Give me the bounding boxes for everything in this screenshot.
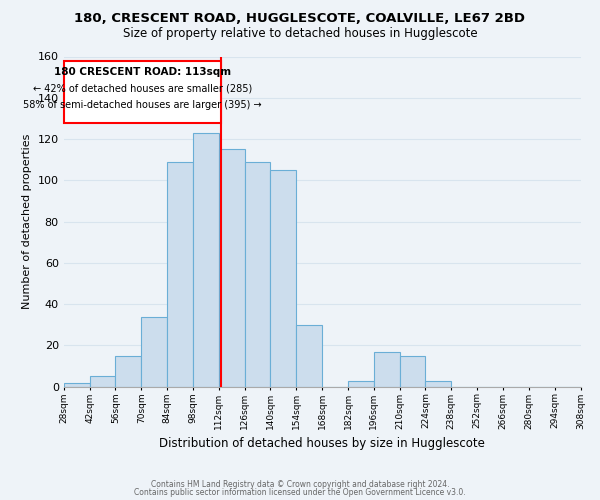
Bar: [193, 133, 219, 386]
Bar: [296, 325, 322, 386]
Bar: [219, 150, 245, 386]
Bar: [89, 376, 115, 386]
Text: 58% of semi-detached houses are larger (395) →: 58% of semi-detached houses are larger (…: [23, 100, 262, 110]
Bar: [115, 356, 141, 386]
Text: 180 CRESCENT ROAD: 113sqm: 180 CRESCENT ROAD: 113sqm: [53, 67, 231, 77]
Text: Contains public sector information licensed under the Open Government Licence v3: Contains public sector information licen…: [134, 488, 466, 497]
Bar: [245, 162, 271, 386]
Text: 180, CRESCENT ROAD, HUGGLESCOTE, COALVILLE, LE67 2BD: 180, CRESCENT ROAD, HUGGLESCOTE, COALVIL…: [74, 12, 526, 26]
Y-axis label: Number of detached properties: Number of detached properties: [22, 134, 32, 310]
Text: Size of property relative to detached houses in Hugglescote: Size of property relative to detached ho…: [122, 28, 478, 40]
FancyBboxPatch shape: [64, 60, 221, 122]
Bar: [141, 316, 167, 386]
Bar: [400, 356, 425, 386]
Bar: [64, 382, 89, 386]
Bar: [425, 380, 451, 386]
Bar: [348, 380, 374, 386]
Text: ← 42% of detached houses are smaller (285): ← 42% of detached houses are smaller (28…: [32, 84, 252, 94]
Bar: [271, 170, 296, 386]
Bar: [167, 162, 193, 386]
Text: Contains HM Land Registry data © Crown copyright and database right 2024.: Contains HM Land Registry data © Crown c…: [151, 480, 449, 489]
X-axis label: Distribution of detached houses by size in Hugglescote: Distribution of detached houses by size …: [159, 437, 485, 450]
Bar: [374, 352, 400, 386]
